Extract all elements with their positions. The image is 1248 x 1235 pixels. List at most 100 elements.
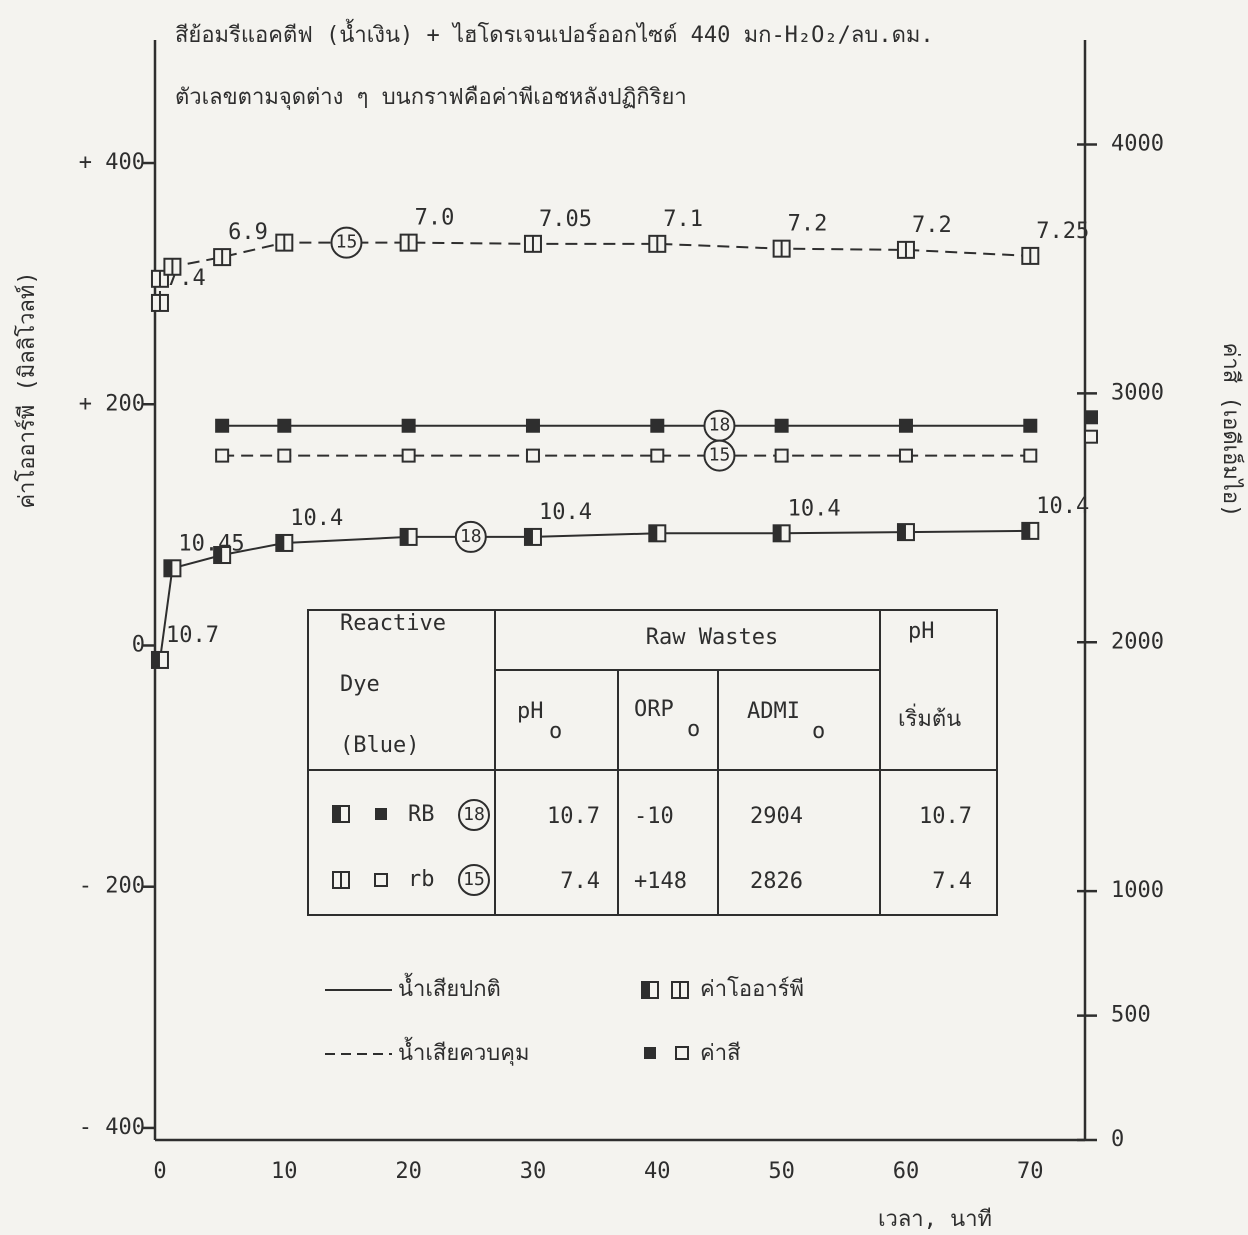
legend-label: ค่าสี: [700, 1041, 741, 1066]
table-header: เริ่มต้น: [898, 703, 961, 732]
y-tick-label: + 200: [79, 391, 145, 416]
y-axis-title: ค่าโออาร์พี (มิลลิโวลท์): [14, 271, 40, 508]
y2-tick-label: 4000: [1111, 132, 1164, 157]
legend-marker: [642, 982, 650, 998]
table-subscript: o: [687, 717, 700, 742]
marker: [650, 448, 665, 463]
marker: [898, 448, 913, 463]
y2-tick-label: 2000: [1111, 629, 1164, 654]
x-tick-label: 50: [768, 1159, 795, 1184]
point-label: 6.9: [228, 220, 268, 245]
chart-title: สีย้อมรีแอคตีฟ (น้ำเงิน) + ไฮโดรเจนเปอร์…: [175, 19, 934, 48]
table-cell: 2826: [750, 869, 803, 894]
point-label: 10.4: [539, 500, 592, 525]
row-marker: [333, 806, 341, 822]
x-tick-label: 40: [644, 1159, 671, 1184]
marker: [1023, 418, 1038, 433]
y2-tick-label: 3000: [1111, 380, 1164, 405]
table-subscript: o: [549, 719, 562, 744]
marker: [277, 418, 292, 433]
x-tick-label: 10: [271, 1159, 298, 1184]
marker-fill: [164, 560, 173, 577]
legend: น้ำเสียปกติ น้ำเสียควบคุม ค่าโออาร์พี ค่…: [325, 973, 804, 1066]
marker-fill: [649, 525, 658, 542]
y-tick-label: + 400: [79, 150, 145, 175]
series-tag: 18: [709, 415, 731, 436]
marker: [215, 448, 230, 463]
point-label: 10.4: [290, 506, 343, 531]
table-header: Dye: [340, 672, 380, 697]
x-tick-label: 30: [520, 1159, 547, 1184]
table-cell: RB: [408, 802, 435, 827]
point-label: 10.4: [788, 496, 841, 521]
point-label: 10.45: [178, 531, 244, 556]
point-label: 10.4: [1036, 494, 1089, 519]
point-label: 10.7: [166, 623, 219, 648]
y2-tick-label: 500: [1111, 1003, 1151, 1028]
table-cell: 2904: [750, 804, 803, 829]
point-label: 7.2: [788, 212, 828, 237]
marker-fill: [897, 524, 906, 541]
tag-circle: [454, 520, 487, 553]
marker: [215, 418, 230, 433]
table-border: [307, 609, 998, 916]
marker: [898, 418, 913, 433]
row-marker: [374, 873, 388, 887]
y2-axis-title: ค่าสี (เอดีเอ็มไอ): [1218, 343, 1246, 518]
y2-tick-label: 1000: [1111, 878, 1164, 903]
point-label: 7.1: [663, 207, 703, 232]
marker: [277, 448, 292, 463]
table-header: pH: [908, 619, 935, 644]
y-tick-label: 0: [132, 632, 145, 657]
marker: [525, 418, 540, 433]
y2-tick-label: 0: [1111, 1127, 1124, 1152]
series-tag: 15: [709, 445, 731, 466]
table-header: Reactive: [340, 611, 446, 636]
x-tick-label: 70: [1017, 1159, 1044, 1184]
y-tick-label: - 200: [79, 874, 145, 899]
marker-fill: [214, 547, 223, 564]
marker: [650, 418, 665, 433]
y-tick-label: - 400: [79, 1115, 145, 1140]
tag-circle: [458, 864, 490, 896]
marker: [525, 448, 540, 463]
series-tag: 15: [336, 232, 358, 253]
legend-marker: [675, 1046, 689, 1060]
table-cell: 10.7: [547, 804, 600, 829]
marker: [1023, 448, 1038, 463]
table-cell: 10.7: [919, 804, 972, 829]
point-label: 7.05: [539, 207, 592, 232]
table-header: (Blue): [340, 733, 419, 758]
x-tick-label: 20: [395, 1159, 422, 1184]
x-axis-title: เวลา, นาที: [878, 1207, 992, 1232]
marker: [401, 448, 416, 463]
table-cell: +148: [634, 869, 687, 894]
marker-fill: [151, 651, 160, 668]
table-header: pH: [517, 699, 544, 724]
table-subscript: o: [812, 719, 825, 744]
marker: [774, 448, 789, 463]
legend-label: ค่าโออาร์พี: [700, 976, 804, 1002]
table-cell: rb: [408, 867, 435, 892]
marker: [1084, 410, 1098, 425]
point-label: 7.0: [415, 206, 455, 231]
table: Reactive Dye (Blue) Raw Wastes pH ORP AD…: [307, 609, 998, 916]
x-tick-label: 0: [153, 1159, 166, 1184]
table-header: ORP: [634, 697, 674, 722]
table-header: ADMI: [747, 699, 800, 724]
table-cell: 7.4: [932, 869, 972, 894]
legend-label: น้ำเสียควบคุม: [398, 1037, 529, 1066]
table-cell: 15: [463, 869, 485, 890]
table-cell: 18: [463, 804, 485, 825]
marker-fill: [773, 525, 782, 542]
point-label: 7.2: [912, 213, 952, 238]
marker: [401, 418, 416, 433]
row-marker: [375, 808, 387, 820]
series-tag: 18: [460, 526, 482, 547]
x-tick-label: 60: [893, 1159, 920, 1184]
tag-circle: [458, 799, 490, 831]
tag-circle: [330, 226, 363, 259]
marker-fill: [276, 534, 285, 551]
marker: [1084, 429, 1098, 444]
